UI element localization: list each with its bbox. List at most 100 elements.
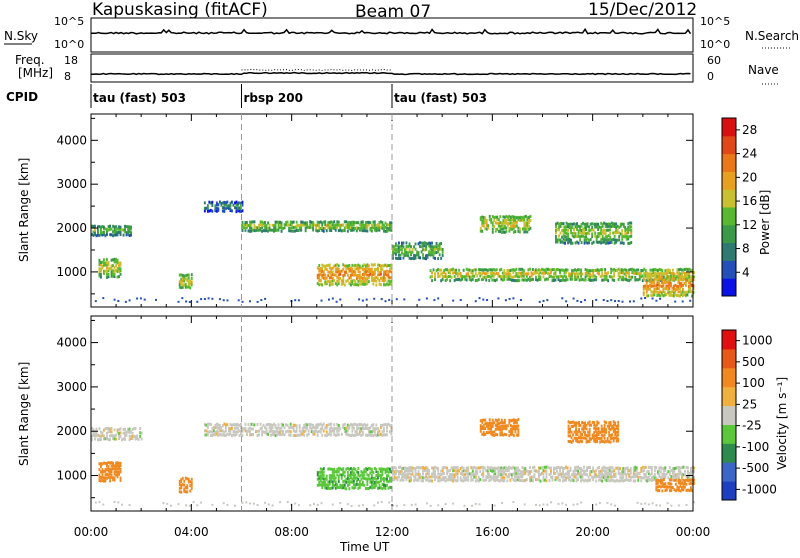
velocity-echo-cell bbox=[661, 472, 664, 476]
power-echo-cell bbox=[110, 270, 113, 273]
power-echo-cell bbox=[538, 272, 540, 276]
velocity-noise-cell bbox=[331, 503, 334, 506]
power-echo-cell bbox=[557, 275, 560, 279]
power-echo-cell bbox=[651, 284, 654, 288]
velocity-echo-cell bbox=[450, 473, 453, 476]
velocity-echo-cell bbox=[383, 479, 385, 483]
power-echo-cell bbox=[109, 227, 111, 231]
velocity-echo-cell bbox=[587, 430, 589, 434]
power-echo-cell bbox=[607, 241, 610, 245]
velocity-echo-cell bbox=[307, 432, 310, 436]
power-echo-cell bbox=[522, 278, 525, 282]
velocity-echo-cell bbox=[234, 423, 236, 427]
velocity-echo-cell bbox=[357, 467, 360, 470]
power-echo-cell bbox=[524, 272, 527, 276]
power-echo-cell bbox=[657, 281, 660, 285]
power-echo-cell bbox=[625, 234, 628, 238]
power-echo-cell bbox=[653, 268, 656, 271]
velocity-echo-cell bbox=[107, 467, 110, 471]
velocity-echo-cell bbox=[620, 472, 623, 476]
power-noise-cell bbox=[155, 298, 157, 301]
power-echo-cell bbox=[367, 270, 370, 273]
power-echo-cell bbox=[355, 277, 358, 281]
velocity-echo-cell bbox=[104, 468, 107, 471]
power-echo-cell bbox=[492, 274, 495, 278]
power-echoes bbox=[91, 200, 695, 303]
power-echo-cell bbox=[481, 219, 484, 223]
velocity-echo-cell bbox=[514, 430, 517, 434]
velocity-ytick-label: 1000 bbox=[56, 469, 87, 483]
velocity-echo-cell bbox=[339, 473, 342, 477]
power-echo-cell bbox=[360, 220, 363, 224]
velocity-echo-cell bbox=[482, 427, 485, 431]
velocity-echo-cell bbox=[581, 475, 584, 479]
power-noise-cell bbox=[249, 300, 251, 303]
power-noise-cell bbox=[380, 298, 383, 301]
velocity-echo-cell bbox=[372, 423, 375, 427]
power-noise-cell bbox=[203, 298, 206, 300]
power-echo-cell bbox=[535, 268, 537, 272]
velocity-echo-cell bbox=[515, 471, 518, 475]
power-echo-cell bbox=[526, 226, 529, 230]
power-echo-cell bbox=[673, 272, 676, 276]
power-echo-cell bbox=[372, 270, 375, 274]
velocity-echo-cell bbox=[426, 472, 429, 476]
velocity-echo-cell bbox=[106, 435, 108, 439]
power-echo-cell bbox=[370, 229, 373, 233]
velocity-echo-cell bbox=[324, 434, 327, 437]
power-echo-cell bbox=[528, 218, 530, 222]
velocity-echo-cell bbox=[518, 478, 521, 482]
velocity-echo-cell bbox=[594, 434, 597, 438]
power-echo-cell bbox=[689, 278, 692, 282]
power-echo-cell bbox=[402, 245, 405, 249]
velocity-echo-cell bbox=[670, 489, 673, 493]
velocity-echo-cell bbox=[380, 486, 382, 490]
velocity-echo-band bbox=[479, 417, 520, 438]
velocity-echo-cell bbox=[524, 471, 527, 475]
power-echo-cell bbox=[240, 201, 242, 205]
power-echo-cell bbox=[650, 274, 653, 278]
power-echo-cell bbox=[226, 204, 229, 208]
velocity-echo-cell bbox=[410, 466, 412, 470]
velocity-echo-cell bbox=[343, 486, 346, 490]
velocity-noise-cell bbox=[94, 501, 97, 504]
velocity-echo-cell bbox=[668, 485, 671, 489]
velocity-echo-cell bbox=[383, 483, 385, 487]
power-echo-cell bbox=[410, 245, 412, 249]
power-echo-cell bbox=[603, 228, 606, 232]
velocity-echo-cell bbox=[253, 423, 256, 427]
velocity-noise-cell bbox=[188, 504, 191, 507]
velocity-echo-cell bbox=[608, 421, 611, 425]
power-echo-cell bbox=[494, 228, 497, 231]
velocity-echo-cell bbox=[613, 469, 616, 473]
power-echo-cell bbox=[110, 227, 113, 231]
power-echo-cell bbox=[324, 280, 327, 284]
velocity-echo-cell bbox=[643, 466, 646, 469]
power-echo-cell bbox=[571, 232, 574, 236]
power-echo-cell bbox=[346, 221, 349, 225]
power-echo-cell bbox=[366, 224, 369, 228]
velocity-echo-cell bbox=[502, 421, 505, 425]
power-echo-cell bbox=[662, 283, 665, 287]
velocity-echo-cell bbox=[286, 423, 289, 427]
velocity-echo-cell bbox=[352, 486, 355, 490]
power-echo-cell bbox=[529, 214, 532, 218]
power-echo-cell bbox=[637, 278, 640, 282]
power-echo-cell bbox=[509, 224, 512, 228]
power-echo-cell bbox=[476, 274, 479, 278]
velocity-echo-cell bbox=[668, 472, 671, 476]
power-echo-cell bbox=[438, 253, 441, 257]
velocity-echo-cell bbox=[579, 436, 582, 440]
power-echo-cell bbox=[621, 237, 624, 241]
velocity-echo-cell bbox=[489, 466, 492, 470]
power-echo-cell bbox=[628, 279, 631, 283]
power-echo-cell bbox=[654, 287, 657, 291]
velocity-echo-cell bbox=[476, 472, 479, 476]
power-echo-cell bbox=[348, 267, 351, 271]
power-echo-cell bbox=[100, 227, 102, 231]
velocity-echo-cell bbox=[101, 475, 104, 479]
power-echo-cell bbox=[319, 282, 322, 286]
power-echo-cell bbox=[292, 226, 295, 229]
power-echo-cell bbox=[328, 283, 331, 287]
power-echo-cell bbox=[392, 244, 394, 248]
